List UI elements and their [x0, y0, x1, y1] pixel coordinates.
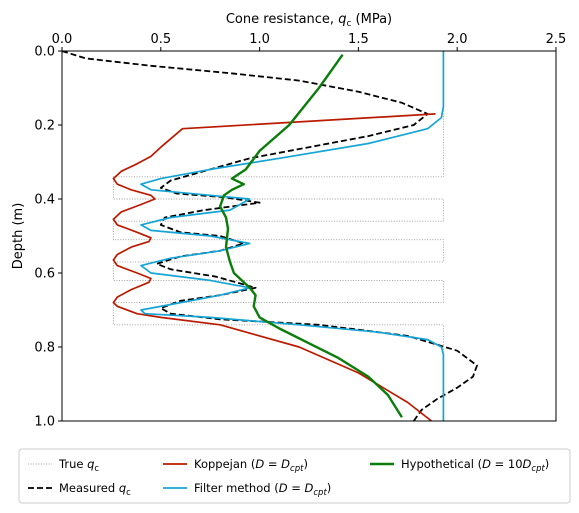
- legend: True qc Measured qc Koppejan (D = Dcpt) F…: [28, 457, 549, 498]
- x-axis-label-sub: c: [346, 19, 351, 29]
- x-tick-label: 1.0: [249, 32, 270, 47]
- series-line-filter: [140, 51, 445, 421]
- legend-label-true: True qc: [58, 457, 99, 474]
- series-line-measured: [62, 51, 478, 421]
- y-tick-label: 0.8: [34, 341, 55, 356]
- x-axis-label: Cone resistance, qc (MPa): [226, 12, 392, 29]
- series-layer: [62, 51, 478, 421]
- series-line-hypothetical: [218, 54, 403, 418]
- x-tick-label: 2.5: [546, 32, 567, 47]
- legend-label-measured: Measured qc: [59, 481, 131, 498]
- legend-box: [18, 448, 571, 504]
- x-axis-label-main: Cone resistance,: [226, 12, 338, 27]
- y-tick-label: 0.2: [34, 119, 55, 134]
- y-tick-label: 0.6: [34, 267, 55, 282]
- x-tick-label: 0.0: [52, 32, 73, 47]
- legend-label-koppejan: Koppejan (D = Dcpt): [194, 457, 308, 474]
- series-line-true: [112, 51, 444, 421]
- x-tick-label: 2.0: [447, 32, 468, 47]
- legend-label-hypothetical: Hypothetical (D = 10Dcpt): [401, 457, 549, 474]
- plot-frame: [61, 50, 557, 422]
- y-axis-ticks: 0.0 0.2 0.4 0.6 0.8 1.0: [34, 45, 62, 430]
- y-tick-label: 1.0: [34, 415, 55, 430]
- x-tick-label: 0.5: [150, 32, 171, 47]
- x-axis-label-unit: (MPa): [351, 12, 392, 27]
- y-tick-label: 0.4: [34, 193, 55, 208]
- x-axis-label-var: q: [338, 12, 346, 27]
- x-tick-label: 1.5: [348, 32, 369, 47]
- series-line-koppejan: [112, 113, 436, 421]
- y-tick-label: 0.0: [34, 45, 55, 60]
- legend-label-filter: Filter method (D = Dcpt): [194, 481, 331, 498]
- x-axis-ticks: 0.0 0.5 1.0 1.5 2.0 2.5: [52, 32, 567, 51]
- y-axis-label: Depth (m): [11, 203, 26, 270]
